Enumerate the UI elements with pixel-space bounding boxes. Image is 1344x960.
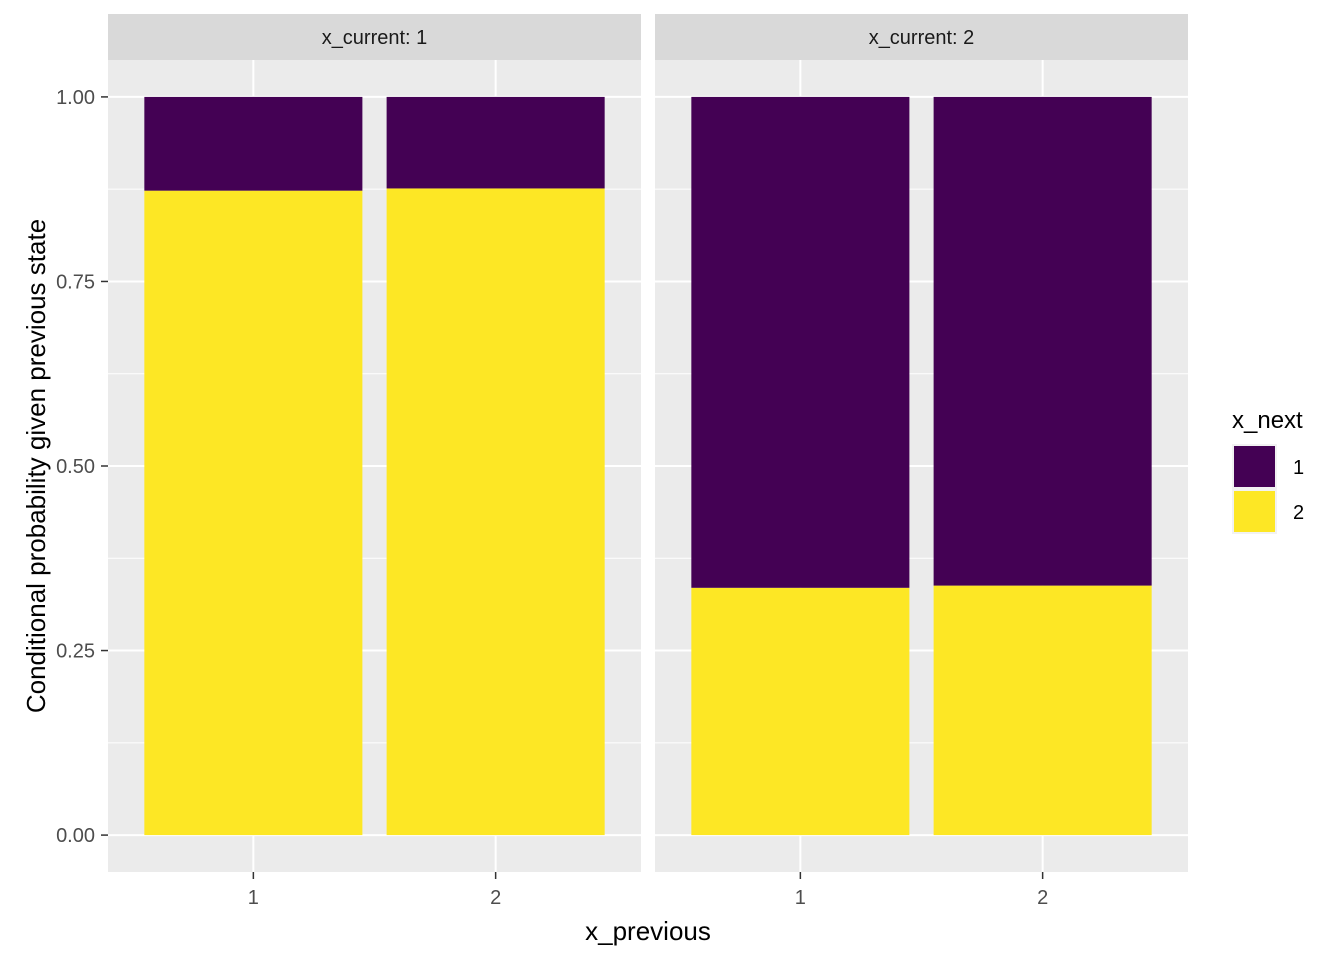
bar-segment-x_next-1 — [144, 96, 363, 191]
facet-strip-label: x_current: 2 — [869, 27, 975, 49]
facet-strip — [108, 14, 641, 60]
bar-segment-x_next-1 — [386, 96, 605, 189]
facet-strip — [655, 14, 1188, 60]
facet-panels: x_current: 1 1 2 x_current: 2 1 2 — [108, 14, 1188, 909]
x-tick-label: 1 — [248, 887, 259, 909]
x-tick-label: 2 — [1037, 887, 1048, 909]
y-axis: 0.00 0.25 0.50 0.75 1.00 — [56, 87, 108, 847]
x-tick-label: 1 — [795, 887, 806, 909]
bar-segment-x_next-2 — [386, 188, 605, 836]
bar-segment-x_next-1 — [933, 96, 1152, 586]
legend-title: x_next — [1232, 407, 1303, 434]
legend-swatch-2 — [1234, 491, 1275, 532]
bar-segment-x_next-2 — [144, 190, 363, 836]
bar-segment-x_next-1 — [691, 96, 910, 588]
bar-segment-x_next-2 — [691, 587, 910, 836]
bar-segment-x_next-2 — [933, 585, 1152, 836]
y-tick-label: 0.50 — [56, 456, 95, 478]
y-tick-label: 1.00 — [56, 87, 95, 109]
x-tick-label: 2 — [490, 887, 501, 909]
legend-label-2: 2 — [1293, 502, 1304, 524]
facet-panel-2: x_current: 2 1 2 — [655, 14, 1188, 909]
facet-panel-1: x_current: 1 1 2 — [108, 14, 641, 909]
legend-label-1: 1 — [1293, 457, 1304, 479]
legend-swatch-1 — [1234, 446, 1275, 487]
x-axis-title: x_previous — [585, 916, 711, 946]
facet-strip-label: x_current: 1 — [322, 27, 428, 49]
y-tick-label: 0.75 — [56, 271, 95, 293]
y-tick-label: 0.25 — [56, 641, 95, 663]
y-tick-label: 0.00 — [56, 825, 95, 847]
y-axis-title: Conditional probability given previous s… — [21, 219, 51, 713]
legend: x_next 1 2 — [1232, 407, 1304, 534]
